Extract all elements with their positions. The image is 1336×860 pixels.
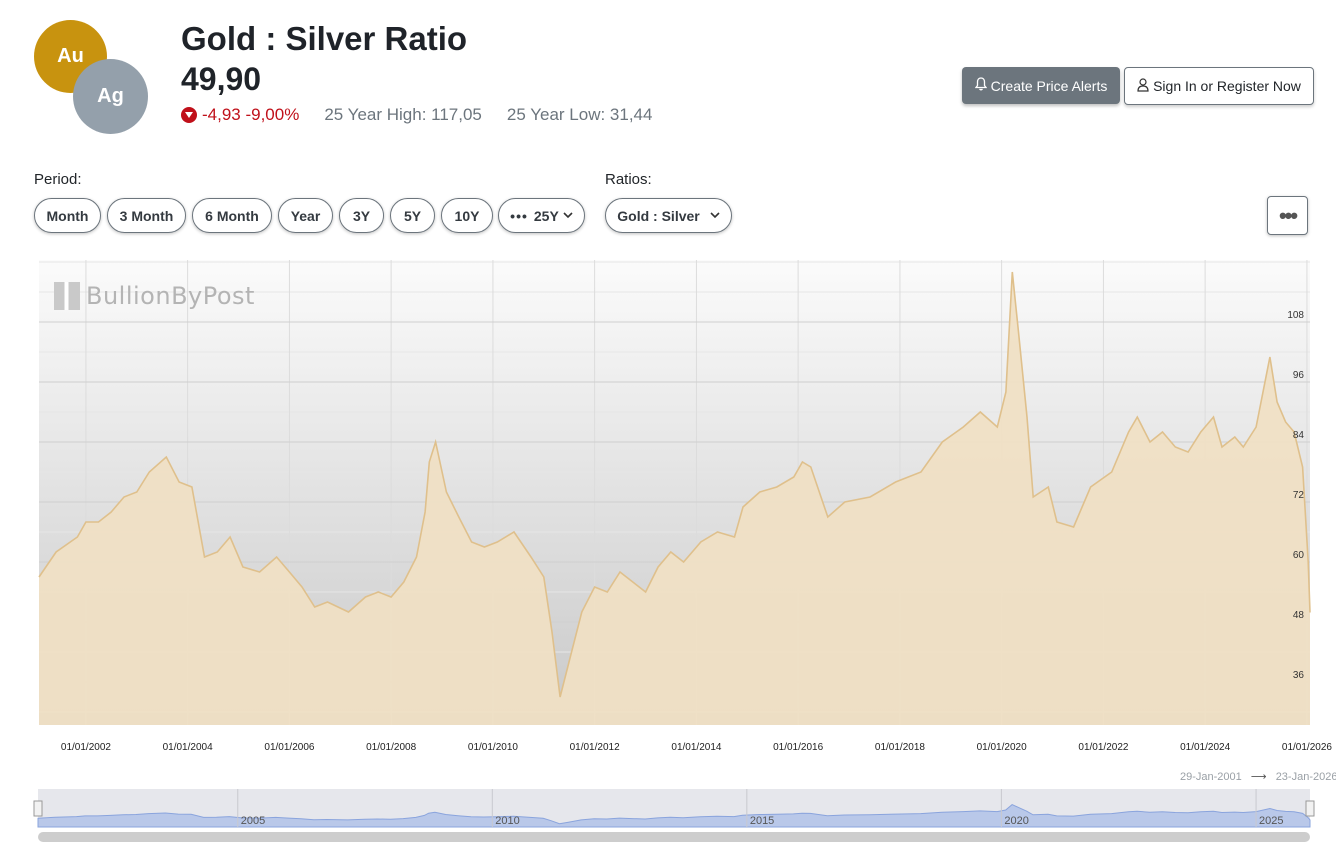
dots-icon: ••• [510,207,528,224]
sign-in-button[interactable]: Sign In or Register Now [1124,67,1314,105]
chart-menu-button[interactable]: ••• [1267,196,1308,235]
navigator-year-label: 2015 [750,815,774,827]
x-tick-label: 01/01/2018 [875,742,925,753]
selected-ratio: Gold : Silver [617,207,700,224]
create-price-alerts-button[interactable]: Create Price Alerts [962,67,1120,104]
logo-text: BullionByPost [86,282,255,310]
x-tick-label: 01/01/2020 [977,742,1027,753]
x-tick-label: 01/01/2022 [1078,742,1128,753]
create-price-alerts-label: Create Price Alerts [990,77,1108,94]
y-tick-label: 84 [1293,430,1305,441]
arrow-right-icon: ⟶ [1250,771,1267,783]
chevron-down-icon [563,212,573,219]
period-label: Period: [34,171,82,188]
x-tick-label: 01/01/2002 [61,742,111,753]
navigator[interactable]: 2005 2010 2015 2020 2025 [33,789,1315,842]
period-6-month-button[interactable]: 6 Month [192,198,272,233]
ratios-label: Ratios: [605,171,652,188]
y-axis: 36 48 60 72 84 96 108 [1287,310,1304,681]
chevron-down-icon [710,212,720,219]
period-10y-button[interactable]: 10Y [441,198,493,233]
period-5y-button[interactable]: 5Y [390,198,435,233]
period-month-button[interactable]: Month [34,198,101,233]
sign-in-label: Sign In or Register Now [1153,78,1301,94]
year-low: 25 Year Low: 31,44 [506,105,653,124]
selected-period: 25Y [533,207,559,224]
x-tick-label: 01/01/2006 [264,742,314,753]
x-tick-label: 01/01/2014 [671,742,721,753]
date-range: 29-Jan-2001 ⟶ 23-Jan-2026 [1180,770,1336,783]
user-icon [1137,77,1149,95]
period-year-button[interactable]: Year [278,198,333,233]
period-3-month-button[interactable]: 3 Month [107,198,186,233]
ratio-stats: -4,93 -9,00% 25 Year High: 117,05 25 Yea… [181,105,652,125]
navigator-year-label: 2005 [241,815,265,827]
navigator-scrollbar[interactable] [38,832,1310,842]
gold-symbol: Au [57,45,84,67]
range-from: 29-Jan-2001 [1180,771,1242,783]
bell-icon [974,77,987,94]
x-axis: 01/01/2002 01/01/2004 01/01/2006 01/01/2008… [61,742,1332,753]
series-line [38,271,1311,698]
current-ratio: 49,90 [181,61,262,97]
silver-symbol: Ag [97,85,124,107]
bullionbypost-logo: BullionByPost [54,282,255,310]
y-tick-label: 96 [1293,370,1305,381]
down-arrow-icon [181,107,197,123]
navigator-year-label: 2020 [1004,815,1028,827]
y-tick-label: 48 [1293,610,1305,621]
x-tick-label: 01/01/2026 [1282,742,1332,753]
navigator-handle[interactable] [1305,800,1315,817]
navigator-series [37,804,1311,828]
x-tick-label: 01/01/2016 [773,742,823,753]
y-tick-label: 36 [1293,670,1305,681]
y-tick-label: 60 [1293,550,1305,561]
x-tick-label: 01/01/2012 [570,742,620,753]
y-tick-label: 72 [1293,490,1305,501]
period-3y-button[interactable]: 3Y [339,198,384,233]
x-tick-label: 01/01/2024 [1180,742,1230,753]
series-area [39,272,1310,725]
silver-coin-icon: Ag [73,59,148,134]
gold-coin-icon: Au [34,20,107,93]
navigator-year-label: 2010 [495,815,519,827]
navigator-year-label: 2025 [1259,815,1283,827]
ratio-select[interactable]: Gold : Silver [605,198,732,233]
logo-mark-icon [54,282,80,310]
year-high: 25 Year High: 117,05 [324,105,482,124]
ratio-change: -4,93 -9,00% [202,105,300,124]
page-title: Gold : Silver Ratio [181,20,468,57]
x-tick-label: 01/01/2004 [163,742,213,753]
period-more-dropdown[interactable]: ••• 25Y [498,198,585,233]
y-tick-label: 108 [1287,310,1304,321]
navigator-handle[interactable] [33,800,43,817]
x-tick-label: 01/01/2010 [468,742,518,753]
more-icon: ••• [1278,202,1298,228]
range-to: 23-Jan-2026 [1275,771,1336,783]
x-tick-label: 01/01/2008 [366,742,416,753]
